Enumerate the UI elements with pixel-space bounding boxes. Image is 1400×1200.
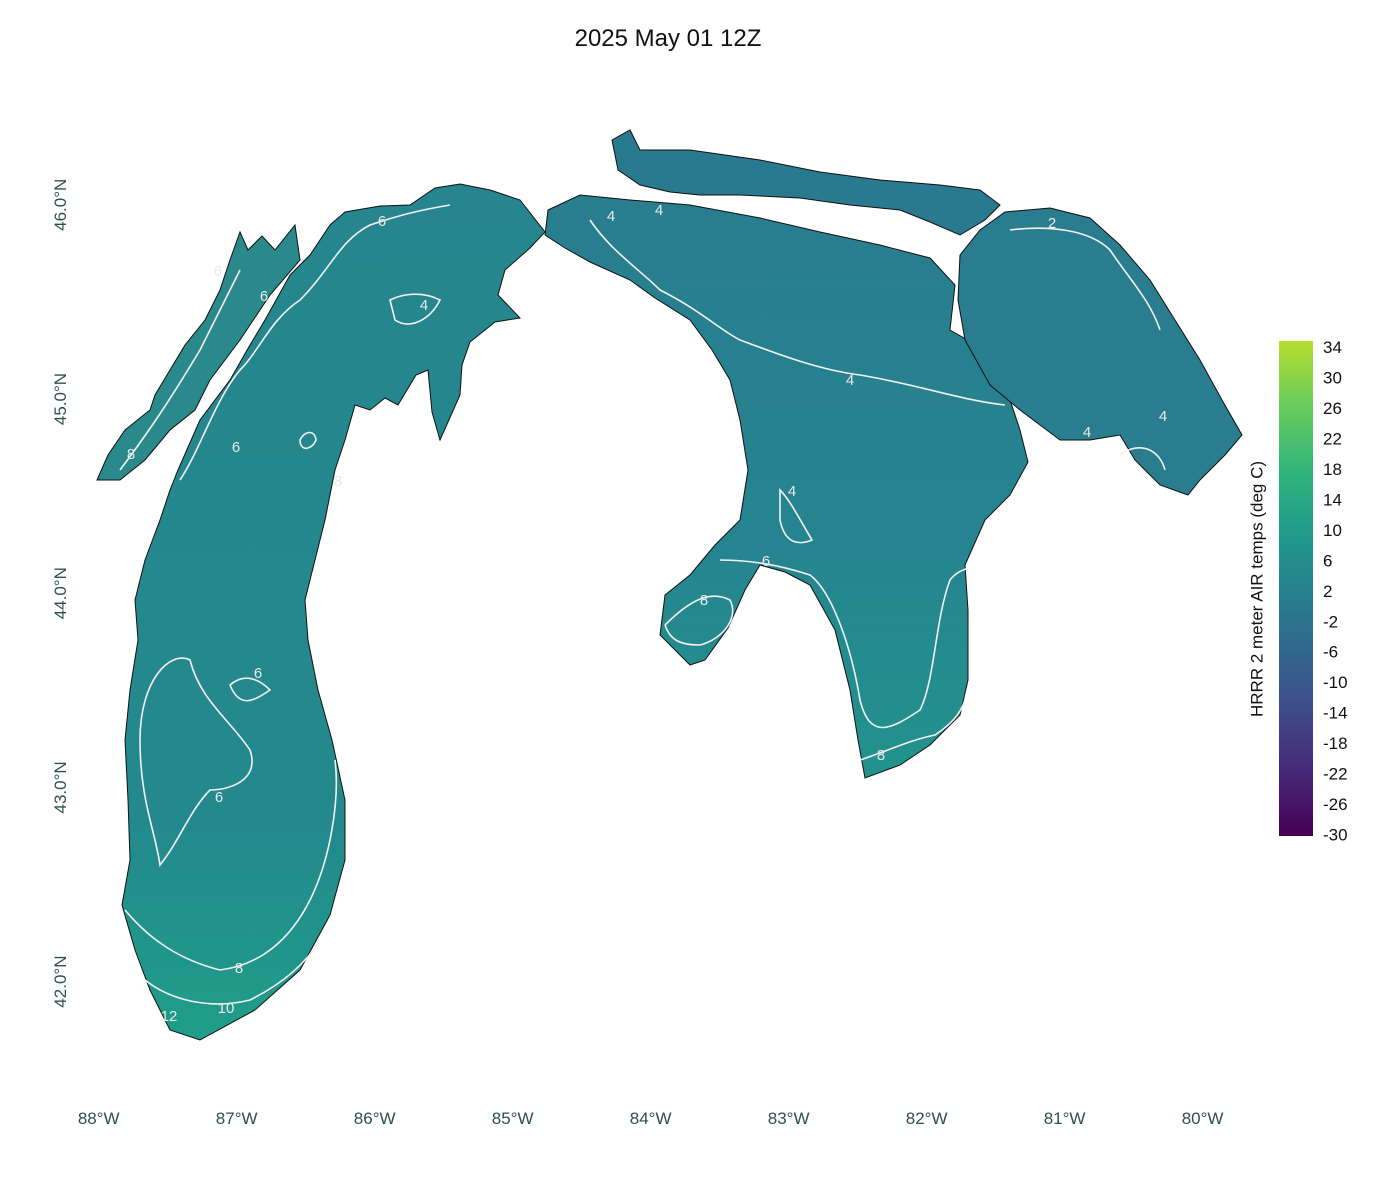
contour-label: 6 bbox=[214, 263, 222, 280]
contour-label: 4 bbox=[420, 297, 428, 314]
colorbar-tick-label: 10 bbox=[1323, 521, 1342, 540]
contour-label: 4 bbox=[788, 483, 796, 500]
y-tick-label: 42.0°N bbox=[51, 956, 70, 1008]
contour-label: 4 bbox=[1083, 424, 1091, 441]
colorbar-tick-label: 6 bbox=[1323, 551, 1332, 570]
colorbar-tick-label: -22 bbox=[1323, 765, 1348, 784]
colorbar bbox=[1279, 341, 1313, 836]
colorbar-tick-label: 14 bbox=[1323, 490, 1342, 509]
contour-labels: 6 6 4 6 6 8 6 6 8 10 12 8 4 4 4 2 4 4 6 … bbox=[127, 202, 1167, 1025]
georgian-bay bbox=[957, 207, 1243, 496]
colorbar-tick-label: 18 bbox=[1323, 460, 1342, 479]
contour-label: 6 bbox=[762, 553, 770, 570]
contour-label: 4 bbox=[846, 372, 854, 389]
colorbar-title: HRRR 2 meter AIR temps (deg C) bbox=[1247, 461, 1266, 717]
colorbar-tick-label: 2 bbox=[1323, 582, 1332, 601]
x-tick-label: 85°W bbox=[492, 1109, 534, 1128]
colorbar-tick-label: -18 bbox=[1323, 734, 1348, 753]
contour-label: 4 bbox=[1159, 408, 1167, 425]
x-tick-label: 83°W bbox=[768, 1109, 810, 1128]
x-tick-label: 88°W bbox=[78, 1109, 120, 1128]
contour-label: 8 bbox=[235, 960, 243, 977]
colorbar-tick-label: -26 bbox=[1323, 795, 1348, 814]
contour-label: 8 bbox=[877, 747, 885, 764]
colorbar-tick-label: -14 bbox=[1323, 704, 1348, 723]
colorbar-tick-label: -6 bbox=[1323, 643, 1338, 662]
colorbar-tick-label: 30 bbox=[1323, 369, 1342, 388]
y-tick-label: 43.0°N bbox=[51, 761, 70, 813]
contour-label: 12 bbox=[161, 1008, 178, 1025]
y-tick-label: 44.0°N bbox=[51, 567, 70, 619]
contour-label: 6 bbox=[254, 665, 262, 682]
contour-label: 10 bbox=[218, 1000, 235, 1017]
colorbar-tick-label: 22 bbox=[1323, 429, 1342, 448]
x-tick-label: 86°W bbox=[354, 1109, 396, 1128]
contour-label: 8 bbox=[127, 446, 135, 463]
contour-label: 6 bbox=[232, 439, 240, 456]
colorbar-tick-label: -10 bbox=[1323, 673, 1348, 692]
x-tick-label: 84°W bbox=[630, 1109, 672, 1128]
lake-huron bbox=[544, 194, 1029, 779]
x-tick-label: 81°W bbox=[1044, 1109, 1086, 1128]
colorbar-tick-label: -2 bbox=[1323, 612, 1338, 631]
north-channel bbox=[611, 129, 1001, 236]
contours bbox=[119, 204, 1166, 1005]
contour-label: 6 bbox=[260, 288, 268, 305]
colorbar-tick-label: 26 bbox=[1323, 399, 1342, 418]
y-tick-label: 45.0°N bbox=[51, 373, 70, 425]
x-tick-label: 80°W bbox=[1182, 1109, 1224, 1128]
contour-label: 6 bbox=[215, 789, 223, 806]
x-tick-label: 82°W bbox=[906, 1109, 948, 1128]
contour-label: 6 bbox=[378, 213, 386, 230]
contour-label: 2 bbox=[1048, 215, 1056, 232]
contour-label: 8 bbox=[334, 473, 342, 490]
map-title: 2025 May 01 12Z bbox=[575, 25, 762, 52]
contour-label: 8 bbox=[700, 592, 708, 609]
y-tick-label: 46.0°N bbox=[51, 179, 70, 231]
x-tick-label: 87°W bbox=[216, 1109, 258, 1128]
lake-michigan bbox=[121, 183, 546, 1041]
contour-label: 4 bbox=[607, 208, 615, 225]
contour-label: 4 bbox=[655, 202, 663, 219]
colorbar-tick-label: 34 bbox=[1323, 338, 1342, 357]
colorbar-tick-label: -30 bbox=[1323, 825, 1348, 844]
